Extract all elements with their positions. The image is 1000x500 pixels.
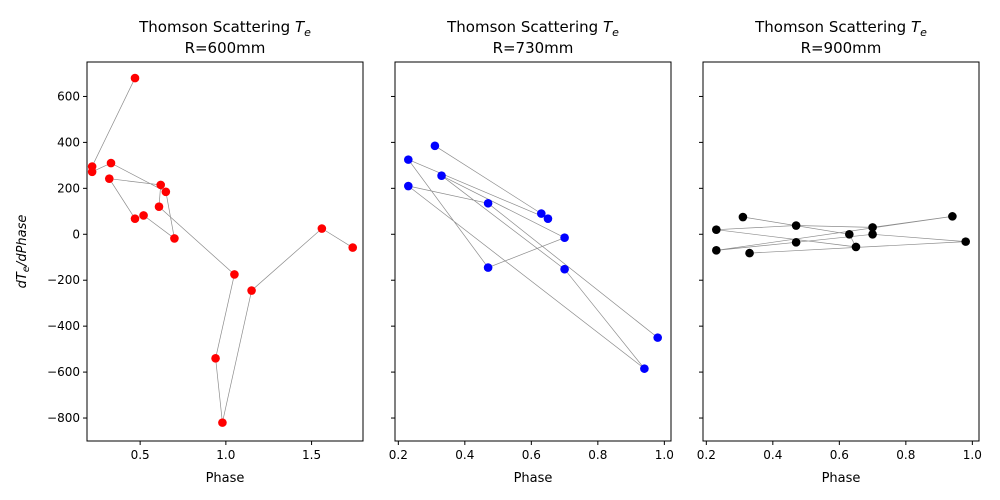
data-point — [791, 221, 801, 230]
data-point — [948, 212, 957, 221]
data-point — [211, 354, 220, 363]
data-point — [745, 248, 754, 258]
y-tick-label: 400 — [57, 135, 80, 149]
data-point — [560, 233, 569, 243]
x-tick-label: 1.0 — [963, 448, 982, 462]
series-line — [407, 145, 658, 369]
data-point — [130, 73, 140, 83]
x-tick-label: 1.0 — [216, 448, 235, 462]
data-point — [87, 167, 97, 177]
x-tick-label: 0.8 — [896, 448, 915, 462]
y-tick-label: −400 — [47, 319, 80, 333]
data-point — [543, 214, 553, 223]
data-point — [791, 238, 801, 247]
data-point — [139, 211, 148, 220]
x-tick-label: 0.6 — [522, 448, 541, 462]
y-tick-label: 0 — [72, 227, 80, 241]
data-point — [712, 225, 721, 234]
data-point — [317, 224, 327, 233]
data-point — [404, 181, 413, 191]
x-tick-label: 0.4 — [763, 448, 782, 462]
data-point — [430, 141, 440, 151]
chart-title: Thomson Scattering Te — [446, 18, 619, 39]
chart-panel-1: Thomson Scattering TeR=600mm 0.5 1.0 1.5 600… — [15, 18, 364, 486]
x-tick-label: 0.2 — [389, 448, 408, 462]
data-point — [845, 229, 854, 239]
data-point — [437, 171, 446, 180]
data-point — [170, 234, 179, 243]
data-point — [348, 243, 358, 252]
x-axis-label: Phase — [822, 471, 861, 486]
data-point — [161, 187, 171, 197]
data-point — [483, 198, 493, 208]
series-line — [91, 77, 353, 423]
data-point — [712, 246, 721, 255]
chart-panel-2: Thomson Scattering TeR=730mm 0.2 0.4 0.6 0.8… — [389, 18, 674, 486]
y-tick-label: 600 — [57, 89, 80, 103]
x-axis-label: Phase — [514, 471, 553, 486]
data-point — [961, 237, 970, 246]
plot-frame — [702, 61, 980, 442]
data-point — [104, 174, 114, 183]
x-tick-label: 0.6 — [830, 448, 849, 462]
data-point — [653, 333, 662, 342]
data-point — [851, 242, 861, 252]
chart-subtitle: R=900mm — [801, 39, 882, 57]
chart-subtitle: R=600mm — [185, 39, 266, 57]
data-point — [230, 270, 239, 279]
plot-frame — [394, 61, 672, 442]
chart-subtitle: R=730mm — [493, 39, 574, 57]
data-point — [738, 212, 748, 222]
y-tick-label: −200 — [47, 273, 80, 287]
series-line — [716, 216, 966, 254]
data-point — [560, 264, 569, 274]
data-point — [218, 418, 227, 427]
data-point — [106, 158, 116, 168]
x-tick-label: 1.5 — [302, 448, 321, 462]
y-tick-label: 200 — [57, 181, 80, 195]
x-axis-label: Phase — [206, 471, 245, 486]
data-point — [868, 223, 877, 232]
data-point — [156, 180, 166, 190]
y-axis-label: dTe/dPhase — [15, 215, 32, 289]
y-tick-label: −600 — [47, 365, 80, 379]
x-tick-label: 0.4 — [455, 448, 474, 462]
x-tick-label: 0.8 — [588, 448, 607, 462]
x-tick-label: 1.0 — [655, 448, 674, 462]
x-tick-label: 0.2 — [697, 448, 716, 462]
plot-frame — [86, 61, 364, 442]
data-point — [537, 209, 546, 218]
chart-title: Thomson Scattering Te — [754, 18, 927, 39]
data-point — [247, 286, 256, 295]
data-point — [483, 263, 493, 272]
data-point — [130, 214, 140, 223]
data-point — [154, 202, 164, 212]
data-point — [640, 364, 649, 373]
y-tick-label: −800 — [47, 411, 80, 425]
x-tick-label: 0.5 — [131, 448, 150, 462]
data-point — [404, 155, 413, 164]
chart-title: Thomson Scattering Te — [138, 18, 311, 39]
data-point — [868, 229, 877, 239]
chart-panel-3: Thomson Scattering TeR=900mm 0.2 0.4 0.6 0.8… — [697, 18, 982, 486]
